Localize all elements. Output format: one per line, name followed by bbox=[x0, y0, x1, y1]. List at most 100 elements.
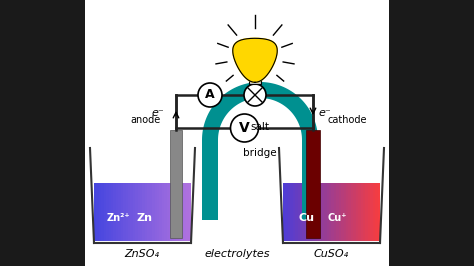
Bar bbox=[344, 183, 346, 241]
Bar bbox=[101, 183, 104, 241]
Bar bbox=[118, 183, 121, 241]
Bar bbox=[363, 183, 365, 241]
Text: cathode: cathode bbox=[328, 115, 367, 125]
Bar bbox=[283, 183, 285, 241]
Bar bbox=[155, 183, 157, 241]
Circle shape bbox=[244, 84, 266, 106]
Bar bbox=[365, 183, 368, 241]
Bar bbox=[302, 140, 318, 220]
Bar bbox=[356, 183, 358, 241]
Bar bbox=[337, 183, 339, 241]
Polygon shape bbox=[202, 82, 318, 140]
Bar bbox=[106, 183, 109, 241]
Bar bbox=[285, 183, 288, 241]
Bar bbox=[170, 130, 182, 238]
Bar bbox=[135, 183, 137, 241]
Bar bbox=[348, 183, 351, 241]
Text: A: A bbox=[205, 89, 215, 102]
Bar bbox=[162, 183, 164, 241]
Bar bbox=[128, 183, 130, 241]
Bar bbox=[361, 183, 363, 241]
Bar bbox=[324, 183, 327, 241]
Bar bbox=[137, 183, 140, 241]
Bar bbox=[378, 183, 380, 241]
Text: bridge: bridge bbox=[243, 148, 277, 158]
Text: Cu⁺: Cu⁺ bbox=[327, 213, 347, 223]
Bar bbox=[121, 183, 123, 241]
Bar bbox=[334, 183, 337, 241]
Bar bbox=[140, 183, 143, 241]
Bar bbox=[375, 183, 378, 241]
Bar bbox=[322, 183, 324, 241]
Bar bbox=[351, 183, 353, 241]
Bar bbox=[302, 183, 305, 241]
Bar bbox=[327, 183, 329, 241]
Bar bbox=[104, 183, 106, 241]
Bar bbox=[152, 183, 155, 241]
Bar bbox=[293, 183, 295, 241]
Bar bbox=[143, 183, 145, 241]
Bar bbox=[189, 183, 191, 241]
Bar bbox=[126, 183, 128, 241]
Bar bbox=[300, 183, 302, 241]
Bar bbox=[113, 183, 116, 241]
Bar bbox=[181, 183, 184, 241]
Text: salt: salt bbox=[250, 122, 270, 132]
Bar bbox=[307, 183, 310, 241]
Bar bbox=[130, 183, 133, 241]
Bar bbox=[157, 183, 159, 241]
Bar bbox=[346, 183, 348, 241]
Bar bbox=[179, 183, 181, 241]
Text: V: V bbox=[239, 121, 250, 135]
Bar bbox=[172, 183, 174, 241]
Bar bbox=[0, 0, 85, 266]
Bar bbox=[319, 183, 322, 241]
Bar bbox=[341, 183, 344, 241]
Text: electrolytes: electrolytes bbox=[204, 249, 270, 259]
Bar bbox=[176, 183, 179, 241]
Bar bbox=[305, 183, 307, 241]
Bar bbox=[368, 183, 370, 241]
Text: ZnSO₄: ZnSO₄ bbox=[125, 249, 159, 259]
Bar bbox=[150, 183, 152, 241]
Text: e⁻: e⁻ bbox=[151, 108, 164, 118]
Text: Cu: Cu bbox=[299, 213, 315, 223]
Bar bbox=[370, 183, 373, 241]
Polygon shape bbox=[233, 38, 277, 82]
Bar bbox=[329, 183, 331, 241]
Text: Zn²⁺: Zn²⁺ bbox=[106, 213, 130, 223]
Bar bbox=[389, 0, 474, 266]
Bar bbox=[373, 183, 375, 241]
Bar bbox=[249, 74, 261, 84]
Bar bbox=[353, 183, 356, 241]
Bar bbox=[288, 183, 290, 241]
Bar bbox=[111, 183, 113, 241]
Bar bbox=[331, 183, 334, 241]
Bar bbox=[133, 183, 135, 241]
Bar bbox=[123, 183, 126, 241]
Bar bbox=[358, 183, 361, 241]
Bar bbox=[99, 183, 101, 241]
Bar bbox=[290, 183, 293, 241]
Bar bbox=[147, 183, 150, 241]
Bar bbox=[164, 183, 167, 241]
Bar bbox=[310, 183, 312, 241]
Bar bbox=[295, 183, 298, 241]
Bar bbox=[315, 183, 317, 241]
Text: e⁻: e⁻ bbox=[318, 108, 331, 118]
Bar bbox=[306, 130, 320, 238]
Text: CuSO₄: CuSO₄ bbox=[313, 249, 348, 259]
Bar bbox=[109, 183, 111, 241]
Bar bbox=[159, 183, 162, 241]
Bar bbox=[96, 183, 99, 241]
Bar bbox=[339, 183, 341, 241]
Bar bbox=[167, 183, 169, 241]
Bar bbox=[202, 140, 218, 220]
Circle shape bbox=[198, 83, 222, 107]
Bar bbox=[145, 183, 147, 241]
Bar bbox=[169, 183, 172, 241]
Bar bbox=[186, 183, 189, 241]
Text: Zn: Zn bbox=[137, 213, 153, 223]
Text: anode: anode bbox=[131, 115, 161, 125]
Circle shape bbox=[230, 114, 258, 142]
